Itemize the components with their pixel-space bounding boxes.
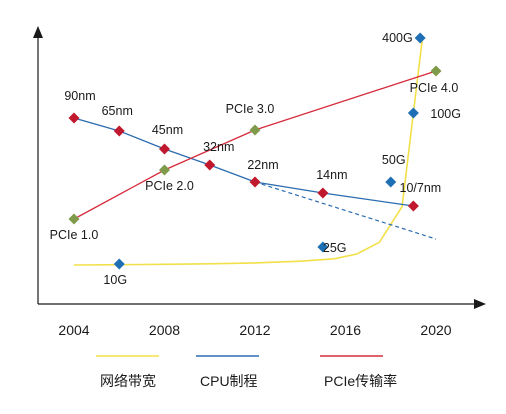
network-label-1: 25G	[323, 241, 347, 255]
x-tick-label-2020: 2020	[420, 322, 451, 338]
pcie-label-3: PCIe 4.0	[410, 81, 459, 95]
x-tick-label-2012: 2012	[239, 322, 270, 338]
legend-label-1: CPU制程	[200, 373, 258, 389]
pcie-label-2: PCIe 3.0	[226, 102, 275, 116]
cpu-label-0: 90nm	[64, 89, 95, 103]
network-point-0	[113, 258, 125, 270]
network-point-4	[414, 32, 426, 44]
cpu-label-4: 22nm	[247, 158, 278, 172]
series-line-network	[73, 38, 424, 266]
cpu-label-6: 10/7nm	[400, 181, 442, 195]
pcie-label-0: PCIe 1.0	[50, 228, 99, 242]
cpu-label-3: 32nm	[203, 140, 234, 154]
network-label-4: 400G	[382, 31, 413, 45]
cpu-label-5: 14nm	[316, 168, 347, 182]
pcie-label-1: PCIe 2.0	[145, 179, 194, 193]
legend-label-0: 网络带宽	[100, 373, 156, 389]
cpu-point-3	[204, 159, 216, 171]
y-axis-arrow	[33, 26, 43, 38]
pcie-point-0	[68, 213, 80, 225]
cpu-trend-dashed-line	[254, 181, 437, 240]
network-label-2: 50G	[382, 153, 406, 167]
x-tick-label-2004: 2004	[58, 322, 89, 338]
cpu-label-1: 65nm	[102, 104, 133, 118]
network-point-3	[407, 107, 419, 119]
series-line-cpu	[73, 117, 414, 207]
cpu-point-2	[159, 143, 170, 155]
cpu-point-5	[317, 187, 329, 199]
legend-label-2: PCIe传输率	[324, 373, 397, 389]
x-tick-label-2016: 2016	[330, 322, 361, 338]
cpu-point-0	[68, 112, 80, 124]
network-point-1	[317, 241, 329, 253]
pcie-point-3	[430, 65, 442, 77]
network-point-2	[385, 176, 397, 188]
x-tick-label-2008: 2008	[149, 322, 180, 338]
cpu-point-6	[407, 200, 419, 212]
cpu-point-1	[113, 125, 125, 137]
x-axis-arrow	[474, 299, 486, 309]
network-label-0: 10G	[103, 273, 127, 287]
pcie-point-2	[249, 124, 261, 136]
network-label-3: 100G	[430, 107, 461, 121]
cpu-point-4	[249, 176, 261, 188]
series-line-pcie	[73, 70, 437, 220]
pcie-point-1	[159, 164, 170, 176]
cpu-label-2: 45nm	[152, 123, 183, 137]
